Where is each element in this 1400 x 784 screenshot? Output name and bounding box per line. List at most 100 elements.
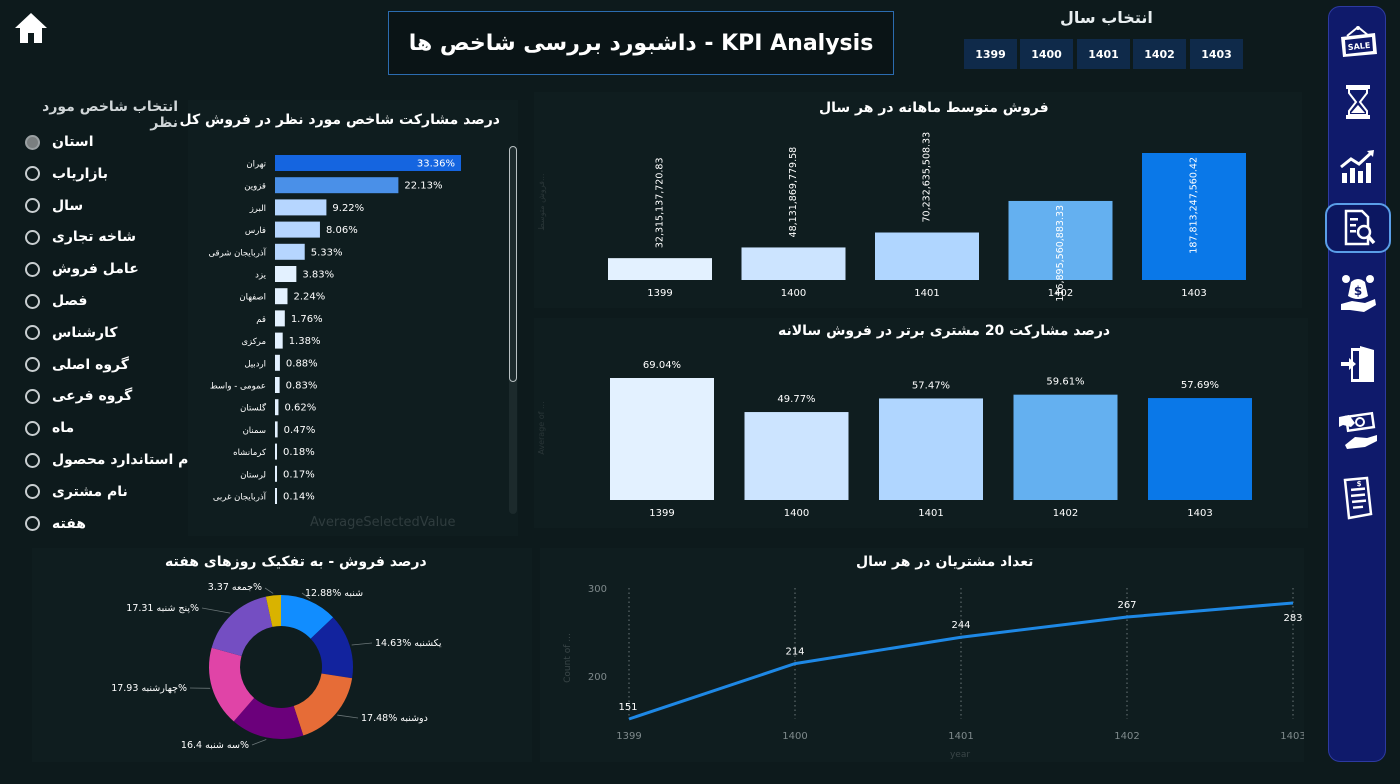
nav-sale-button[interactable]: SALE [1337, 21, 1379, 63]
radio-button[interactable] [25, 166, 40, 182]
nav-exit-button[interactable] [1337, 343, 1379, 385]
slicer-option[interactable]: ماه [25, 416, 74, 440]
customers-x-label: 1400 [782, 731, 807, 742]
year-selector-label: انتخاب سال [1060, 8, 1153, 27]
share-category-label: تهران [246, 160, 266, 170]
slicer-option-label: ماه [52, 420, 75, 437]
slicer-option[interactable]: هفته [25, 512, 86, 536]
slicer-option[interactable]: سال [25, 194, 83, 218]
slicer-option[interactable]: گروه فرعی [25, 384, 132, 408]
year-button-1403[interactable]: 1403 [1190, 39, 1243, 69]
share-scrollbar[interactable] [509, 146, 517, 514]
monthly-bar [1142, 153, 1246, 280]
monthly-yaxis-label: فروش متوسط... [537, 173, 546, 230]
radio-button[interactable] [25, 261, 40, 277]
sale-tag-icon: SALE [1341, 26, 1377, 57]
radio-button[interactable] [25, 134, 40, 150]
slicer-option[interactable]: نام استاندارد محصول [25, 448, 199, 472]
customers-title: تعداد مشتریان در هر سال [856, 554, 1034, 570]
radio-button[interactable] [25, 484, 40, 500]
radio-button[interactable] [25, 293, 40, 309]
year-button-1401[interactable]: 1401 [1077, 39, 1130, 69]
top20-bar [1013, 394, 1118, 500]
share-category-label: فارس [245, 226, 266, 236]
top20-title: درصد مشارکت 20 مشتری برتر در فروش سالانه [778, 323, 1111, 339]
donut-category: شنبه [344, 588, 363, 599]
monthly-bar [741, 247, 846, 280]
slicer-option[interactable]: نام مشتری [25, 480, 128, 504]
top20-x-label: 1403 [1187, 508, 1212, 519]
slicer-option-label: سال [52, 197, 84, 214]
slicer-option-label: عامل فروش [52, 261, 139, 278]
slicer-option[interactable]: عامل فروش [25, 257, 139, 281]
slicer-option-label: نام استاندارد محصول [52, 452, 199, 468]
share-category-label: البرز [249, 204, 266, 214]
report-search-icon [1344, 209, 1376, 246]
customers-x-label: 1402 [1114, 731, 1139, 742]
share-chart-footer: AverageSelectedValue [310, 515, 456, 530]
share-value-label: 3.83% [302, 270, 334, 281]
customers-panel: تعداد مشتریان در هر سال 1399 1400 1401 1402… [540, 548, 1304, 762]
year-button-1400[interactable]: 1400 [1020, 39, 1073, 69]
donut-category: سه شنبه [205, 740, 240, 751]
monthly-x-label: 1401 [914, 288, 939, 299]
share-bar [275, 266, 297, 282]
share-bar [275, 199, 327, 216]
top20-value-label: 57.47% [912, 380, 950, 391]
donut-label: 14.63% یکشنبه [375, 638, 442, 649]
share-value-label: 0.17% [283, 469, 315, 480]
donut-category: جمعه [232, 582, 253, 593]
slicer-option[interactable]: گروه اصلی [25, 353, 129, 377]
customers-value-label: 267 [1117, 600, 1136, 611]
slicer-option[interactable]: استان [25, 130, 94, 154]
share-category-label: کرمانشاه [233, 448, 267, 458]
slicer-option[interactable]: کارشناس [25, 321, 118, 345]
weekday-donut-chart: 12.88% شنبه 14.63% یکشنبه 17.48% دوشنبه سه … [111, 582, 442, 751]
radio-button[interactable] [25, 229, 40, 245]
nav-cash-button[interactable] [1337, 409, 1379, 451]
year-button-1402[interactable]: 1402 [1133, 39, 1186, 69]
radio-button[interactable] [25, 516, 40, 532]
share-scrollbar-thumb[interactable] [509, 146, 517, 382]
radio-button[interactable] [25, 388, 40, 404]
home-button[interactable] [12, 10, 50, 46]
top20-bar [744, 412, 849, 500]
share-bar [275, 443, 277, 460]
radio-button[interactable] [25, 325, 40, 341]
top20-bar [1148, 398, 1252, 500]
nav-report-button[interactable] [1325, 203, 1391, 253]
nav-money-button[interactable]: $ [1337, 273, 1379, 315]
share-value-label: 0.14% [283, 492, 315, 503]
donut-slice [209, 647, 255, 722]
donut-slice [211, 596, 273, 657]
share-bar [275, 465, 277, 482]
slicer-option[interactable]: شاخه تجاری [25, 225, 136, 249]
share-bar [275, 421, 278, 438]
share-value-label: 0.47% [284, 425, 316, 436]
share-category-label: سمنان [243, 426, 266, 436]
top20-value-label: 49.77% [777, 394, 815, 405]
monthly-x-label: 1399 [647, 288, 672, 299]
share-value-label: 8.06% [326, 225, 358, 236]
donut-slice [281, 595, 334, 639]
radio-button[interactable] [25, 357, 40, 373]
year-button-1399[interactable]: 1399 [964, 39, 1017, 69]
share-category-label: عمومی - واسط [210, 382, 266, 392]
top20-panel: درصد مشارکت 20 مشتری برتر در فروش سالانه… [534, 318, 1308, 528]
share-category-label: قزوین [244, 182, 266, 192]
nav-hourglass-button[interactable] [1337, 81, 1379, 123]
slicer-option[interactable]: بازاریاب [25, 162, 108, 186]
share-value-label: 0.18% [283, 447, 315, 458]
customers-x-label: 1399 [616, 731, 641, 742]
donut-leader-line [201, 607, 231, 614]
share-bar [275, 399, 279, 416]
radio-button[interactable] [25, 198, 40, 214]
radio-button[interactable] [25, 420, 40, 436]
top20-x-label: 1399 [649, 508, 674, 519]
nav-growth-button[interactable] [1337, 145, 1379, 187]
share-bar [275, 377, 280, 393]
radio-button[interactable] [25, 452, 40, 468]
nav-invoice-button[interactable]: $ [1337, 476, 1379, 520]
top20-value-label: 57.69% [1181, 380, 1219, 391]
slicer-option[interactable]: فصل [25, 289, 87, 313]
